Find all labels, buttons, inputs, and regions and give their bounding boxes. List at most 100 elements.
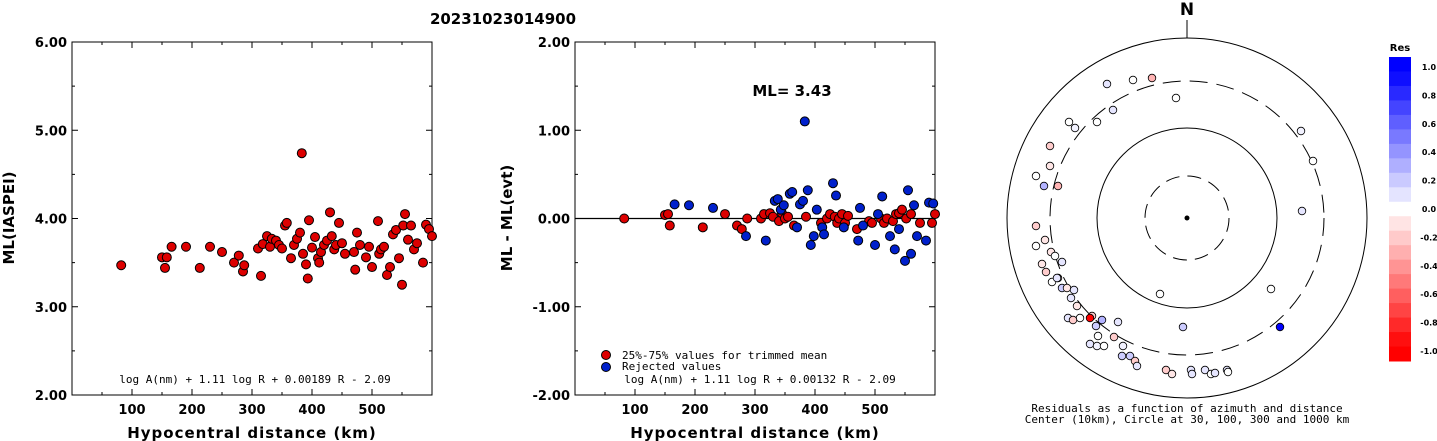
station-marker: [1031, 241, 1041, 251]
data-point: [831, 190, 841, 201]
y-tick-label: 5.00: [35, 124, 67, 139]
station-marker: [1070, 123, 1080, 133]
station-marker: [1068, 315, 1078, 325]
x-tick-label: 400: [801, 403, 828, 418]
data-point: [418, 257, 428, 268]
station-marker: [1050, 251, 1060, 261]
data-point: [811, 204, 822, 215]
x-tick-label: 100: [621, 403, 648, 418]
station-marker: [1147, 73, 1157, 83]
data-point: [684, 200, 694, 211]
data-point: [160, 262, 170, 273]
station-marker: [1132, 361, 1142, 371]
data-point: [304, 215, 314, 226]
colorbar-cell: [1389, 201, 1411, 217]
colorbar-cell: [1389, 216, 1411, 232]
station-marker: [1161, 365, 1171, 375]
data-point: [870, 239, 880, 250]
data-point: [669, 199, 680, 210]
data-point: [427, 231, 437, 242]
data-point: [229, 257, 239, 268]
data-point: [412, 238, 422, 249]
data-point: [116, 260, 127, 271]
data-point: [361, 252, 371, 263]
x-tick-label: 100: [118, 403, 145, 418]
data-point: [239, 260, 250, 271]
data-point: [310, 232, 320, 243]
data-point: [801, 211, 811, 222]
colorbar-tick-label: -0.6: [1420, 290, 1437, 299]
data-point: [352, 227, 362, 238]
station-marker: [1275, 322, 1285, 332]
data-point: [802, 185, 813, 196]
data-point: [928, 198, 939, 209]
station-marker: [1223, 367, 1233, 377]
station-marker: [1066, 293, 1076, 303]
data-point: [772, 194, 783, 205]
data-point: [778, 200, 789, 211]
station-marker: [1296, 126, 1306, 136]
data-point: [742, 213, 753, 224]
data-point: [373, 216, 383, 227]
station-marker: [1187, 369, 1197, 379]
data-point: [355, 239, 365, 250]
data-point: [233, 250, 244, 261]
station-marker: [1072, 301, 1082, 311]
station-marker: [1308, 156, 1318, 166]
y-tick-label: 3.00: [35, 301, 67, 316]
y-axis-label: ML(IASPEI): [0, 171, 18, 264]
data-point: [296, 148, 307, 159]
data-point: [927, 217, 937, 228]
colorbar-cell: [1389, 259, 1411, 275]
residual-colorbar: Res 1.0 0.8 0.6 0.4 0.2 0.0 -0.2 -0.4 -0.6 -0.8 -1…: [1389, 43, 1437, 362]
colorbar-tick-label: -0.4: [1420, 262, 1437, 271]
colorbar-tick-label: -0.8: [1420, 319, 1437, 328]
station-marker: [1037, 259, 1047, 269]
x-tick-label: 200: [178, 403, 205, 418]
circle-30km: [1144, 175, 1230, 261]
station-marker: [1167, 369, 1177, 379]
colorbar-tick-label: 0.8: [1422, 91, 1437, 100]
circle-100km: [1096, 127, 1278, 309]
station-marker: [1069, 285, 1079, 295]
data-point: [385, 262, 395, 273]
caption-line-1: Residuals as a function of azimuth and d…: [1031, 402, 1342, 415]
data-point: [877, 191, 888, 202]
y-tick-label: -2.00: [533, 389, 570, 404]
center-dot: [1184, 215, 1190, 221]
data-point: [340, 248, 350, 259]
colorbar-cell: [1389, 57, 1411, 72]
colorbar-cell: [1389, 158, 1411, 174]
data-point: [903, 185, 913, 196]
y-tick-label: 0.00: [538, 213, 570, 228]
station-marker: [1118, 341, 1128, 351]
data-point: [799, 116, 810, 127]
colorbar-cell: [1389, 71, 1411, 87]
x-tick-label: 500: [358, 403, 385, 418]
data-point: [400, 209, 410, 220]
data-point: [708, 202, 718, 213]
station-marker: [1053, 181, 1063, 191]
data-point: [697, 222, 708, 233]
data-point: [900, 255, 910, 266]
station-marker: [1041, 267, 1051, 277]
station-marker: [1108, 105, 1118, 115]
circle-1000km: [1006, 37, 1368, 399]
data-point: [181, 241, 191, 252]
station-marker: [1093, 331, 1103, 341]
station-marker: [1128, 75, 1138, 85]
colorbar-cell: [1389, 274, 1411, 290]
station-marker: [1297, 206, 1307, 216]
data-point: [298, 248, 308, 259]
data-point: [664, 220, 675, 231]
data-point: [867, 217, 877, 228]
data-point: [921, 235, 931, 246]
legend-marker-trimmed: [601, 350, 611, 360]
data-point: [805, 239, 816, 250]
data-point: [853, 235, 864, 246]
station-marker: [1200, 365, 1210, 375]
data-point: [367, 262, 377, 273]
station-marker: [1092, 117, 1102, 127]
station-marker: [1099, 341, 1109, 351]
